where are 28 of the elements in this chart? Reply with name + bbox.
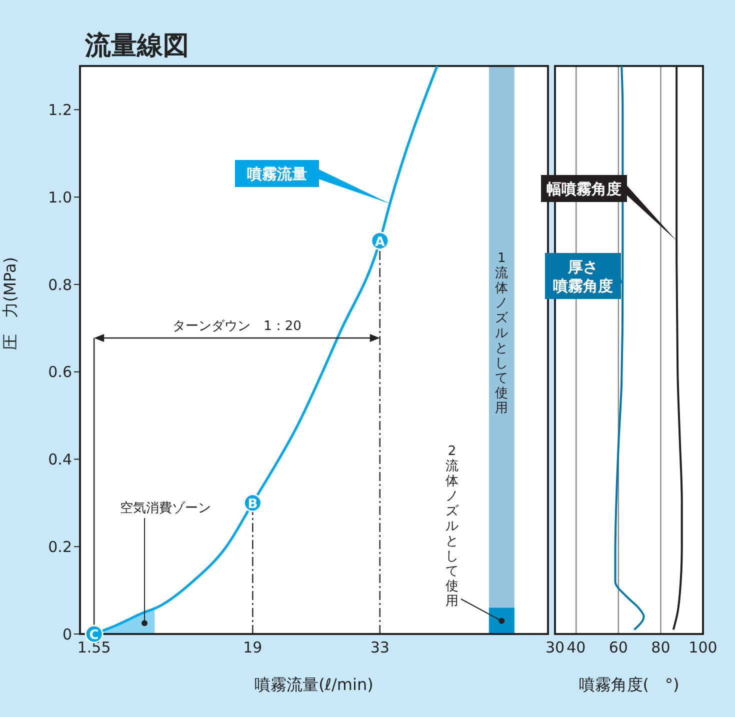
x-tick-label: 40 [566, 638, 586, 657]
x-tick-label: 19 [243, 638, 262, 657]
y-axis-title: 圧 力(MPa) [0, 256, 20, 350]
text: 2流体ノズルとして使用 [446, 444, 458, 609]
text: 噴霧流量 [247, 165, 307, 183]
y-tick-label: 1.0 [48, 188, 72, 206]
annotation: C [89, 628, 99, 643]
x-tick-label: 60 [608, 638, 628, 657]
y-tick-label: 0 [62, 625, 72, 644]
text: 幅噴霧角度 [546, 180, 622, 198]
y-tick-label: 0.2 [48, 538, 72, 556]
y-tick-label: 0.8 [48, 276, 72, 294]
x-tick-label: 80 [651, 638, 670, 657]
chart-title: 流量線図 [85, 30, 189, 63]
x-tick-label: 30 [545, 638, 565, 657]
y-tick-label: 0.4 [48, 450, 72, 469]
x-axis-title: 噴霧流量(ℓ/min) [254, 675, 374, 694]
x-tick-label: 33 [370, 638, 390, 657]
x-axis-title: 噴霧角度( °) [578, 675, 680, 694]
x-tick-label: 100 [688, 638, 718, 657]
annotation: 空気消費ゾーン [120, 501, 211, 516]
y-tick-label: 1.2 [48, 101, 72, 120]
legend-label: 厚さ噴霧角度 [553, 258, 613, 295]
text: 1流体ノズルとして使用 [495, 251, 508, 416]
annotation: ターンダウン 1：20 [172, 319, 302, 334]
y-tick-label: 0.6 [48, 363, 72, 382]
annotation: B [248, 496, 258, 512]
annotation: A [374, 234, 385, 250]
